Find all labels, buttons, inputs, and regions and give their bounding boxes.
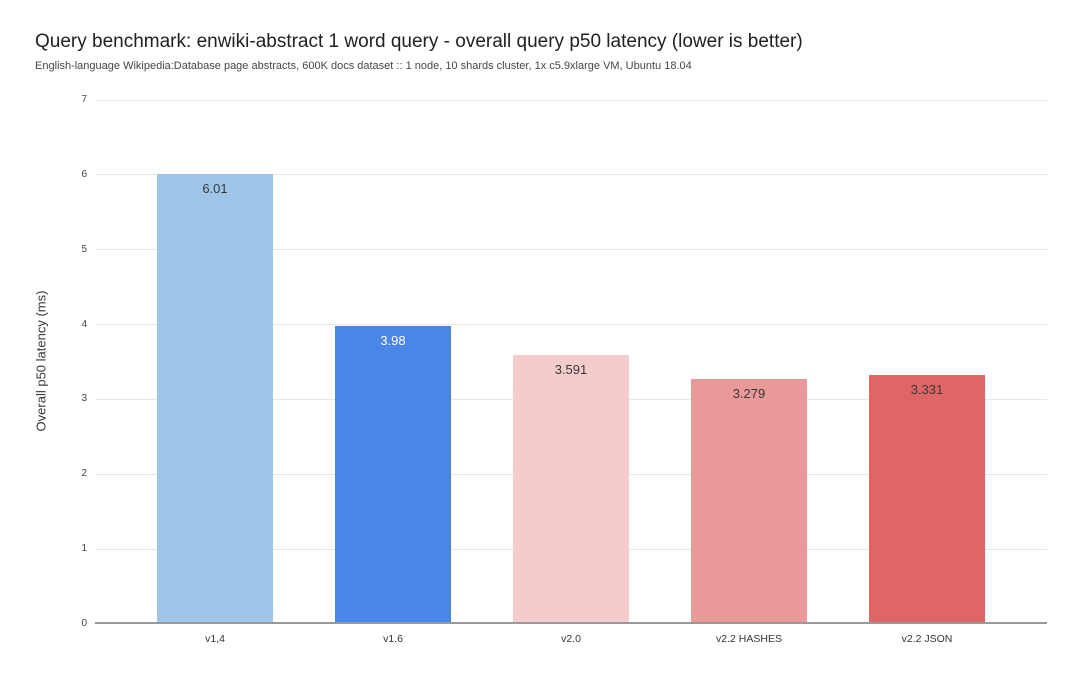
bar-v2.2-hashes[interactable]: 3.279 — [691, 378, 807, 624]
x-axis-category-label: v1.6 — [383, 633, 403, 645]
chart-title: Query benchmark: enwiki-abstract 1 word … — [35, 31, 803, 52]
bar-value-label: 3.591 — [554, 362, 588, 378]
bar-v1-4[interactable]: 6.01 — [157, 174, 273, 624]
plot-area: 6.01 v1,4 3.98 v1.6 3.591 v2.0 3.279 v2.2 HASHE… — [95, 99, 1047, 645]
x-axis-category-label: v2.0 — [561, 633, 581, 645]
bar-v1.6[interactable]: 3.98 — [335, 326, 451, 624]
x-axis-category-label: v2.2 HASHES — [716, 633, 782, 645]
y-axis-tick-label: 6 — [81, 168, 87, 180]
bar-v2.0[interactable]: 3.591 — [513, 355, 629, 624]
y-axis-tick-label: 7 — [81, 94, 87, 105]
x-axis-category-label: v1,4 — [205, 633, 225, 645]
gridline — [95, 99, 1047, 101]
gridline — [95, 324, 1047, 326]
y-axis-tick-label: 4 — [81, 318, 87, 330]
bar-value-label: 3.98 — [380, 333, 406, 349]
bar-v2.2-json[interactable]: 3.331 — [869, 374, 985, 624]
x-axis-category-label: v2.2 JSON — [901, 633, 953, 645]
gridline — [95, 249, 1047, 251]
y-axis-tick-label: 1 — [81, 543, 87, 555]
y-axis-tick-label: 0 — [81, 618, 87, 629]
bar-value-label: 3.331 — [910, 381, 944, 397]
y-axis-tick-label: 3 — [81, 393, 87, 405]
x-axis-baseline — [95, 622, 1047, 624]
y-axis-tick-label: 2 — [81, 468, 87, 480]
bar-value-label: 3.279 — [732, 385, 766, 401]
bar-value-label: 6.01 — [202, 181, 228, 197]
chart-subtitle: English-language Wikipedia:Database page… — [35, 60, 692, 72]
y-axis-title: Overall p50 latency (ms) — [33, 290, 49, 432]
gridline — [95, 174, 1047, 176]
y-axis-tick-label: 5 — [81, 243, 87, 255]
